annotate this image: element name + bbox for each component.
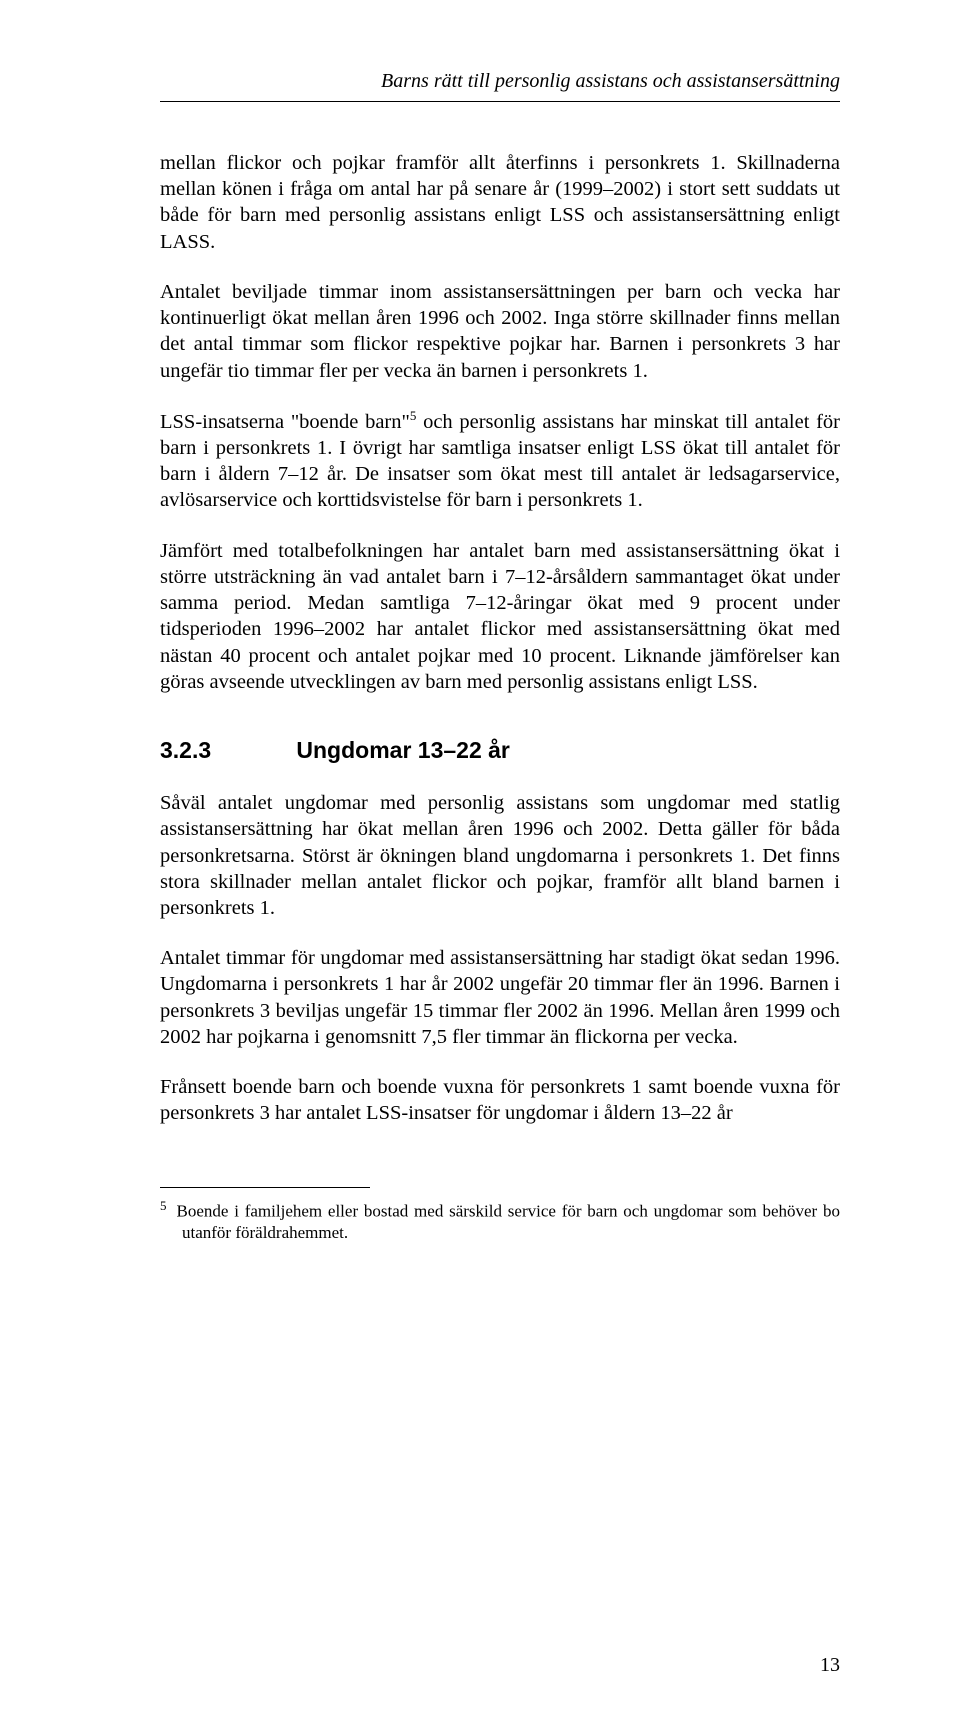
page-number: 13 [820, 1654, 840, 1677]
footnote-text: Boende i familjehem eller bostad med sär… [177, 1201, 841, 1242]
paragraph: Antalet beviljade timmar inom assistanse… [160, 279, 840, 384]
section-title: Ungdomar 13–22 år [296, 737, 509, 763]
header-rule [160, 101, 840, 102]
footnote: 5 Boende i familjehem eller bostad med sä… [160, 1198, 840, 1245]
paragraph: Antalet timmar för ungdomar med assistan… [160, 945, 840, 1050]
paragraph: Såväl antalet ungdomar med personlig ass… [160, 790, 840, 921]
running-header: Barns rätt till personlig assistans och … [160, 70, 840, 93]
paragraph: Frånsett boende barn och boende vuxna fö… [160, 1074, 840, 1126]
footnote-marker: 5 [160, 1198, 167, 1213]
paragraph: mellan flickor och pojkar framför allt å… [160, 150, 840, 255]
section-heading: 3.2.3 Ungdomar 13–22 år [160, 737, 840, 764]
body-text-block: mellan flickor och pojkar framför allt å… [160, 150, 840, 1127]
document-page: Barns rätt till personlig assistans och … [0, 0, 960, 1729]
footnote-rule [160, 1187, 370, 1188]
paragraph: Jämfört med totalbefolkningen har antale… [160, 538, 840, 695]
paragraph-span: LSS-insatserna "boende barn" [160, 411, 410, 433]
section-number: 3.2.3 [160, 737, 290, 764]
paragraph: LSS-insatserna "boende barn"5 och person… [160, 408, 840, 514]
